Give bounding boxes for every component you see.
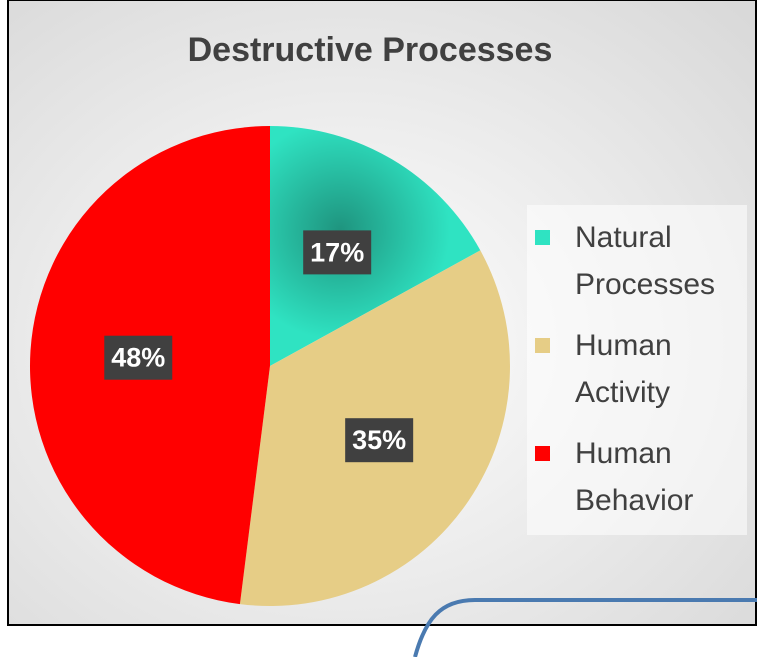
legend-label: Human Activity: [575, 329, 672, 409]
slice-shade: [270, 126, 481, 366]
legend-swatch: [535, 230, 550, 245]
pie: 17% 35% 48%: [29, 126, 511, 607]
legend-swatch: [535, 446, 550, 461]
legend-label: Human Behavior: [575, 437, 694, 517]
chart-title: Destructive Processes: [188, 31, 553, 69]
data-label: 17%: [310, 237, 364, 267]
data-label: 48%: [111, 343, 165, 373]
connector-curve: [413, 598, 757, 657]
data-label-box: [345, 418, 414, 463]
legend-swatch: [535, 338, 550, 353]
data-label-box: [303, 230, 372, 275]
data-label: 35%: [352, 425, 406, 455]
legend: Natural Processes Human Activity Human Beh…: [527, 205, 747, 535]
data-label-box: [104, 335, 173, 380]
legend-label: Natural Processes: [575, 221, 716, 301]
